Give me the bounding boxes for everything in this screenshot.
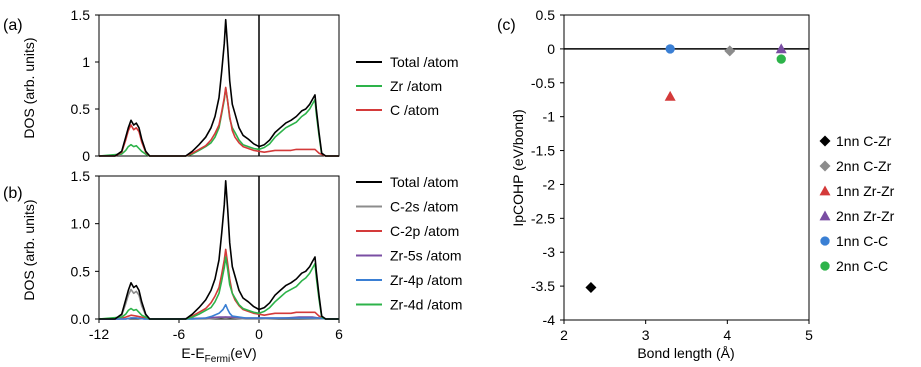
legend-marker-1nn-zr-zr [819,185,831,196]
x-tick-label: -12 [89,326,109,342]
panel-a: (a) DOS (arb. units) 0 0.5 1 1.5 Total /ato… [3,7,458,164]
x-tick-label: 6 [335,326,343,342]
legend-label-c-2s-atom: C-2s /atom [390,199,458,215]
panel-c-xlabel: Bond length (Å) [637,345,734,361]
legend-label-2nn-c-c: 2nn C-C [836,258,888,274]
series-line-zr-4p-atom [99,303,339,320]
panel-a-label: (a) [3,17,23,34]
y-tick-label: -4 [543,312,556,328]
panel-c: (c) IpCOHP (eV/bond) 0.5 0 -0.5 -1 -1.5 -2 -2.… [497,7,895,361]
x-tick-label: 3 [642,327,650,343]
legend-label-1nn-c-c: 1nn C-C [836,233,888,249]
legend-label-zr-atom: Zr /atom [390,78,442,94]
y-tick-label: -2 [543,176,556,192]
data-point-1nn-c-c [665,44,675,54]
y-tick-label: 0 [82,148,90,164]
legend-label-c-atom: C /atom [390,102,439,118]
panel-b-xticks: -12 -6 0 6 [89,319,343,342]
y-tick-label: -1 [543,109,556,125]
data-point-2nn-c-zr [724,45,736,57]
x-tick-label: 2 [560,327,568,343]
panel-c-frame [563,14,810,321]
panel-a-frame [98,14,340,157]
y-tick-label: 0.0 [71,311,91,327]
legend-marker-1nn-c-zr [819,135,831,147]
panel-b-frame [98,175,340,320]
legend-label-1nn-c-zr: 1nn C-Zr [836,133,892,149]
data-point-2nn-c-c [776,54,786,64]
y-tick-label: 1.5 [71,7,91,23]
y-tick-label: 1 [82,54,90,70]
legend-label-2nn-c-zr: 2nn C-Zr [836,158,892,174]
panel-c-plot [564,43,809,293]
panel-b-yticks: 0.0 0.5 1.0 1.5 [71,168,99,327]
y-tick-label: -1.5 [531,143,555,159]
panel-b: (b) DOS (arb. units) 0.0 0.5 1.0 1.5 -12 -6 0… [3,168,462,365]
y-tick-label: 0.5 [71,263,91,279]
data-point-2nn-zr-zr [775,43,787,54]
x-tick-label: 4 [723,327,731,343]
y-tick-label: 0.5 [536,7,556,23]
panel-c-ticks: 0.5 0 -0.5 -1 -1.5 -2 -2.5 -3 -3.5 -42 3 4 5 [531,7,813,343]
legend-label-1nn-zr-zr: 1nn Zr-Zr [836,183,895,199]
panel-c-label: (c) [497,17,516,34]
data-point-1nn-zr-zr [664,90,676,101]
panel-a-plot [98,15,339,157]
legend-label-zr-4d-atom: Zr-4d /atom [390,297,462,313]
y-tick-label: -3 [543,244,556,260]
legend-marker-1nn-c-c [820,236,830,246]
legend-marker-2nn-c-c [820,261,830,271]
legend-label-total-atom: Total /atom [390,174,458,190]
x-tick-label: 0 [255,326,263,342]
series-line-total-atom [99,18,339,157]
panel-b-plot [98,176,340,320]
legend-label-2nn-zr-zr: 2nn Zr-Zr [836,208,895,224]
legend-label-c-2p-atom: C-2p /atom [390,223,459,239]
panel-a-yticks: 0 0.5 1 1.5 [71,7,99,164]
legend-marker-2nn-zr-zr [819,210,831,221]
panel-c-legend: 1nn C-Zr 2nn C-Zr 1nn Zr-Zr 2nn Zr-Zr 1nn C-… [819,133,895,274]
panel-c-ylabel: IpCOHP (eV/bond) [510,109,526,226]
panel-a-legend: Total /atom Zr /atom C /atom [356,54,458,118]
legend-label-zr-5s-atom: Zr-5s /atom [390,248,462,264]
series-line-total-atom [99,180,339,320]
y-tick-label: 0.5 [71,101,91,117]
series-line-zr-4d-atom [98,256,339,320]
legend-label-total-atom: Total /atom [390,54,458,70]
y-tick-label: -2.5 [531,210,555,226]
data-point-1nn-c-zr [585,281,597,293]
legend-marker-2nn-c-zr [819,160,831,172]
y-tick-label: 1.5 [71,168,91,184]
panel-b-xlabel: E-EFermi(eV) [181,345,256,365]
panel-b-ylabel: DOS (arb. units) [21,199,37,300]
series-line-c-atom [99,86,339,157]
y-tick-label: -3.5 [531,278,555,294]
panel-b-legend: Total /atom C-2s /atom C-2p /atom Zr-5s /at… [356,174,462,313]
x-tick-label: 5 [805,327,813,343]
panel-a-ylabel: DOS (arb. units) [21,37,37,138]
panel-b-label: (b) [3,185,23,202]
y-tick-label: 1.0 [71,216,91,232]
y-tick-label: 0 [547,41,555,57]
x-tick-label: -6 [173,326,186,342]
legend-label-zr-4p-atom: Zr-4p /atom [390,272,462,288]
y-tick-label: -0.5 [531,75,555,91]
